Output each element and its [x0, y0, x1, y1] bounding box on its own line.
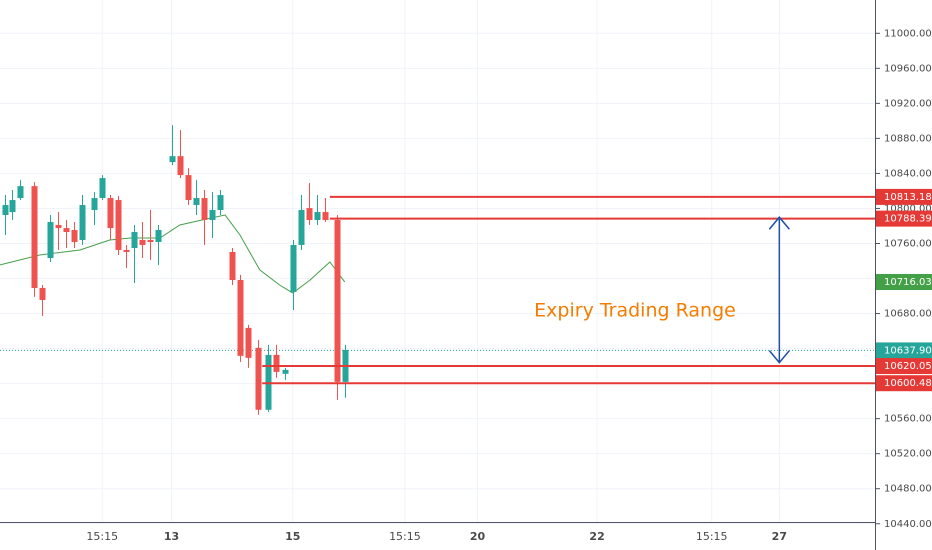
y-tick-label: 10960.00: [884, 63, 932, 74]
y-tick-label: 10680.00: [884, 309, 932, 320]
level-label: 10600.48: [884, 378, 932, 389]
candle-body: [39, 287, 46, 300]
plot: [0, 125, 875, 415]
candle-body: [107, 198, 114, 229]
level-box: [876, 375, 932, 392]
x-tick-label: 13: [164, 530, 179, 543]
x-tick-label: 22: [589, 530, 604, 543]
candle-body: [55, 225, 62, 229]
candle-body: [79, 205, 86, 240]
candle-body: [155, 229, 162, 242]
candle-body: [209, 210, 216, 221]
candle-body: [169, 156, 176, 163]
candle-body: [298, 210, 305, 245]
candle-body: [245, 327, 252, 358]
last-price-box: [876, 342, 932, 359]
candle-body: [115, 200, 122, 250]
candle-body: [217, 195, 224, 211]
candle-body: [322, 212, 329, 221]
candle-body: [47, 222, 54, 259]
y-tick-label: 10480.00: [884, 484, 932, 495]
y-tick-label: 10920.00: [884, 98, 932, 109]
y-tick-label: 10440.00: [884, 519, 932, 530]
y-tick-label: 10560.00: [884, 414, 932, 425]
level-box: [876, 188, 932, 205]
last-price-label: 10637.90: [884, 345, 932, 356]
level-box: [876, 210, 932, 227]
candle-body: [193, 198, 200, 206]
candle-body: [290, 244, 297, 292]
candle-body: [185, 175, 192, 201]
candle-body: [91, 198, 98, 211]
y-tick-label: 10760.00: [884, 238, 932, 249]
annotation: Expiry Trading Range: [534, 300, 736, 322]
x-tick-label: 15:15: [86, 530, 118, 543]
candle-body: [177, 156, 184, 176]
arrow-head: [768, 216, 790, 230]
x-tick-label: 15: [285, 530, 300, 543]
y-tick-label: 10520.00: [884, 449, 932, 460]
level-label: 10788.39: [884, 214, 932, 225]
y-tick-label: 10840.00: [884, 168, 932, 179]
candle-body: [99, 178, 106, 199]
x-tick-label: 20: [470, 530, 486, 543]
candle-body: [71, 229, 78, 242]
x-tick-label: 15:15: [696, 530, 728, 543]
y-tick-label: 10880.00: [884, 133, 932, 144]
candle-body: [2, 205, 9, 216]
x-tick-label: 15:15: [389, 530, 421, 543]
candle-body: [123, 249, 130, 252]
candle-body: [201, 198, 208, 221]
candle-body: [273, 354, 280, 372]
level-label: 10620.05: [884, 361, 932, 372]
candle-body: [306, 208, 313, 221]
candle-body: [17, 186, 24, 199]
level-box: [876, 358, 932, 375]
ma-last-box: [876, 273, 932, 290]
candle-body: [31, 186, 38, 288]
candle-body: [63, 228, 70, 233]
candle-body: [255, 347, 262, 410]
moving-average: [0, 214, 346, 294]
candle-body: [9, 200, 16, 213]
candle-body: [314, 212, 321, 221]
y-tick-label: 10800.00: [884, 203, 932, 214]
candle-body: [139, 239, 146, 245]
y-tick-label: 11000.00: [884, 28, 932, 39]
candle-body: [131, 232, 138, 249]
candle-body: [334, 220, 341, 382]
candle-body: [237, 280, 244, 356]
ma-last-label: 10716.03: [884, 277, 932, 288]
candle-body: [282, 369, 289, 374]
candle-body: [229, 251, 236, 281]
candle-body: [147, 239, 154, 242]
arrow-head: [768, 350, 790, 364]
level-label: 10813.18: [884, 192, 932, 203]
x-tick-label: 27: [772, 530, 787, 543]
